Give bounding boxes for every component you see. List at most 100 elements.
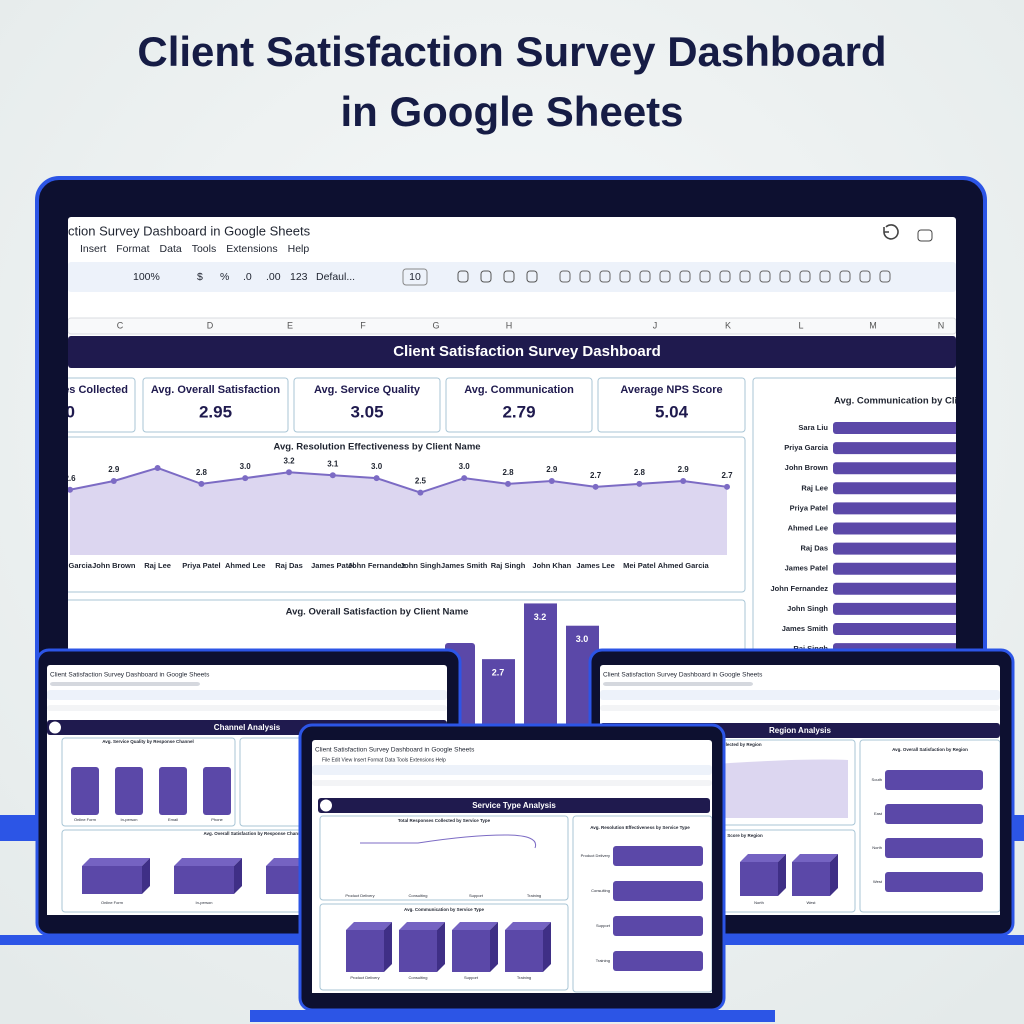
column-letter: C xyxy=(117,320,124,330)
x-label: Consulting xyxy=(409,975,428,980)
point xyxy=(548,478,555,485)
y-label: Product Delivery xyxy=(581,853,610,858)
data-label: 2.9 xyxy=(546,465,558,474)
y-label: North xyxy=(872,845,882,850)
kpi-card xyxy=(142,377,289,433)
point xyxy=(242,475,249,482)
point xyxy=(461,475,468,482)
x-label: Support xyxy=(464,975,479,980)
tool-icon xyxy=(779,270,791,283)
label: Client Satisfaction Survey Dashboard in … xyxy=(603,672,763,679)
x-label: Support xyxy=(469,893,484,898)
column-letter: E xyxy=(287,320,293,330)
x-label: James Lee xyxy=(576,561,614,570)
laptop-base xyxy=(250,1010,775,1022)
point xyxy=(417,489,424,496)
data-label: 2.7 xyxy=(721,471,733,480)
x-label: Phone xyxy=(211,817,223,822)
kpi-card xyxy=(68,377,136,433)
tool-icon xyxy=(739,270,751,283)
label: ction Survey Dashboard in Google Sheets xyxy=(68,223,311,238)
bar-decoration xyxy=(833,482,956,495)
tool-icon xyxy=(579,270,591,283)
bar-decoration xyxy=(115,767,143,815)
bar-decoration xyxy=(885,770,983,790)
bar-decoration xyxy=(71,767,99,815)
x-label: Priya Patel xyxy=(182,561,220,570)
laptop-base xyxy=(0,935,480,945)
data-label: 2.6 xyxy=(64,474,76,483)
chart-title: Avg. Communication by Clien xyxy=(834,396,968,407)
tool-icon xyxy=(719,270,731,283)
bar-decoration xyxy=(833,623,956,635)
headline: Client Satisfaction Survey Dashboard xyxy=(137,28,886,75)
toolbar-item: .0 xyxy=(243,271,252,283)
toolbar xyxy=(600,690,1000,700)
x-label: John Fernandez xyxy=(348,561,406,570)
x-label: Training xyxy=(527,893,541,898)
column-letter: D xyxy=(207,320,214,330)
point xyxy=(724,483,730,490)
center-screen: Client Satisfaction Survey Dashboard in … xyxy=(312,740,712,993)
x-label: Consulting xyxy=(409,893,428,898)
area xyxy=(70,467,727,555)
toolbar-item: .00 xyxy=(266,271,281,283)
data-label: 3.2 xyxy=(283,456,295,465)
menu-item: Data xyxy=(160,243,182,255)
kpi-label: Avg. Communication xyxy=(464,384,574,396)
point xyxy=(505,480,511,487)
tool-icon xyxy=(639,270,651,283)
data-label: 3.0 xyxy=(371,462,383,471)
label: Client Satisfaction Survey Dashboard in … xyxy=(315,747,475,754)
y-label: Sara Liu xyxy=(798,423,828,432)
tool-icon xyxy=(599,270,611,283)
x-label: James Smith xyxy=(441,561,488,570)
cube-decoration xyxy=(452,930,490,972)
bar-decoration xyxy=(613,916,703,936)
logo xyxy=(320,799,332,812)
chart-title: Avg. Communication by Service Type xyxy=(404,907,485,912)
chart-title: Avg. Overall Satisfaction by Region xyxy=(892,747,968,752)
x-label: John Singh xyxy=(400,561,441,570)
data-label: 3.2 xyxy=(534,612,547,622)
tool-icon xyxy=(859,270,871,283)
bar-decoration xyxy=(833,422,956,434)
data-label: 2.8 xyxy=(502,468,514,477)
kpi-card xyxy=(293,377,441,433)
tool-icon xyxy=(457,270,469,283)
point xyxy=(286,469,292,476)
cube-decoration xyxy=(174,866,234,894)
y-label: Training xyxy=(596,958,610,963)
cube-decoration xyxy=(792,854,838,862)
section-title: Service Type Analysis xyxy=(472,801,556,810)
x-label: Online Form xyxy=(74,817,97,822)
bar-decoration xyxy=(613,881,703,901)
column-letter: K xyxy=(725,320,731,330)
bar-decoration xyxy=(833,502,956,515)
kpi-card xyxy=(445,377,593,433)
tool-icon xyxy=(503,270,515,283)
bar-decoration xyxy=(833,542,956,555)
column-header xyxy=(68,317,956,335)
bar-decoration xyxy=(159,767,187,815)
menu-item: Format xyxy=(116,243,149,255)
tool-icon xyxy=(839,270,851,283)
point xyxy=(329,472,336,479)
laptop-base xyxy=(570,935,1024,945)
cube-decoration xyxy=(142,858,150,894)
toolbar xyxy=(68,262,956,292)
toolbar-item: 123 xyxy=(290,271,308,283)
column-letter: M xyxy=(869,320,877,330)
cube-decoration xyxy=(452,922,498,930)
menu-item: Insert xyxy=(80,243,106,255)
cube-decoration xyxy=(830,854,838,896)
y-label: Raj Lee xyxy=(801,483,828,492)
bar-decoration xyxy=(833,582,956,595)
kpi-value: 3.05 xyxy=(350,402,383,421)
chart-title: Avg. Overall Satisfaction by Response Ch… xyxy=(203,831,304,836)
x-label: Product Delivery xyxy=(350,975,379,980)
headline: in Google Sheets xyxy=(340,88,683,135)
menu-decoration xyxy=(603,682,753,686)
x-label: Mei Patel xyxy=(623,561,656,570)
